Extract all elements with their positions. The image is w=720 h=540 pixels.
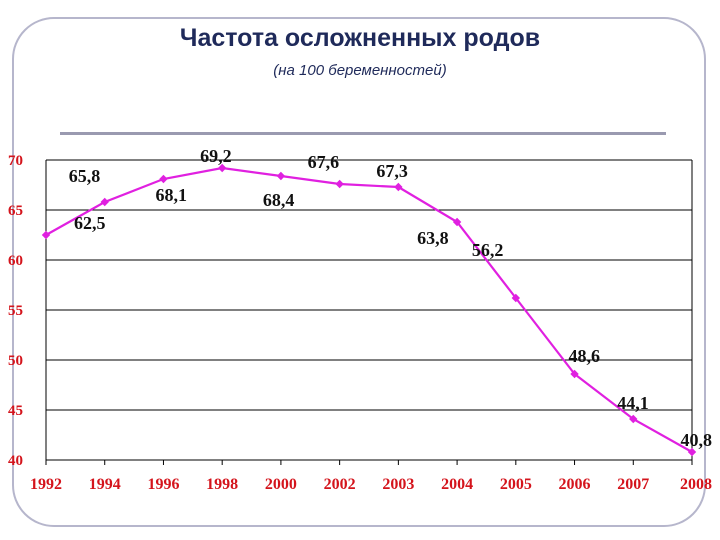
- x-tick-1992: 1992: [30, 476, 62, 493]
- y-tick-65: 65: [8, 203, 23, 219]
- x-tick-2007: 2007: [617, 476, 649, 493]
- x-tick-1998: 1998: [206, 476, 238, 493]
- data-label-2008: 40,8: [681, 430, 713, 450]
- x-tick-2006: 2006: [559, 476, 591, 493]
- y-tick-45: 45: [8, 403, 23, 419]
- x-tick-2003: 2003: [382, 476, 414, 493]
- x-tick-labels: 1992 1994 1996 1998 2000 2002 2003 2004 2005 2006…: [30, 476, 712, 493]
- series-line: [45, 166, 693, 453]
- data-point-1992: [41, 230, 51, 240]
- x-tick-2002: 2002: [324, 476, 356, 493]
- chart-subtitle: (на 100 беременностей): [273, 62, 447, 79]
- data-point-2003: [394, 182, 403, 192]
- data-label-1996: 68,1: [155, 185, 187, 205]
- data-point-1994: [100, 197, 109, 207]
- data-point-1998: [217, 163, 227, 173]
- data-label-1992: 62,5: [74, 213, 106, 233]
- x-tick-2000: 2000: [265, 476, 297, 493]
- data-point-2008: [687, 447, 697, 457]
- chart-title: Частота осложненных родов: [179, 24, 541, 52]
- series-layer: [41, 163, 697, 457]
- slide-frame: [12, 17, 706, 527]
- data-point-1996: [159, 174, 168, 184]
- data-labels: 62,5 65,8 68,1 69,2 68,4 67,6 67,3 63,8 56,2 48,6…: [69, 146, 712, 450]
- data-point-2007: [629, 414, 638, 424]
- x-tick-1994: 1994: [89, 476, 121, 493]
- data-point-2006: [570, 369, 579, 379]
- data-point-2005: [511, 293, 521, 303]
- data-label-2002: 67,6: [308, 152, 340, 172]
- x-tick-2004: 2004: [441, 476, 473, 493]
- data-label-2007: 44,1: [617, 393, 649, 413]
- data-label-1998: 69,2: [200, 146, 232, 166]
- data-point-2004: [452, 217, 462, 227]
- data-label-1994: 65,8: [69, 166, 101, 186]
- title-divider: [60, 132, 666, 135]
- y-tick-50: 50: [8, 353, 23, 369]
- x-tick-2008: 2008: [680, 476, 712, 493]
- data-label-2005: 56,2: [472, 240, 504, 260]
- y-tick-70: 70: [8, 153, 23, 169]
- y-tick-55: 55: [8, 303, 23, 319]
- data-label-2006: 48,6: [569, 346, 601, 366]
- data-label-2003: 67,3: [376, 161, 408, 181]
- data-point-2000: [276, 171, 286, 181]
- grid-lines: [46, 159, 692, 461]
- data-label-2004: 63,8: [417, 228, 449, 248]
- y-tick-40: 40: [8, 453, 23, 469]
- y-tick-labels: 70 65 60 55 50 45 40: [8, 153, 23, 469]
- data-label-2000: 68,4: [263, 190, 295, 210]
- axes: [45, 160, 693, 465]
- y-tick-60: 60: [8, 253, 23, 269]
- x-tick-2005: 2005: [500, 476, 532, 493]
- x-tick-1996: 1996: [147, 476, 179, 493]
- data-point-2002: [335, 179, 344, 189]
